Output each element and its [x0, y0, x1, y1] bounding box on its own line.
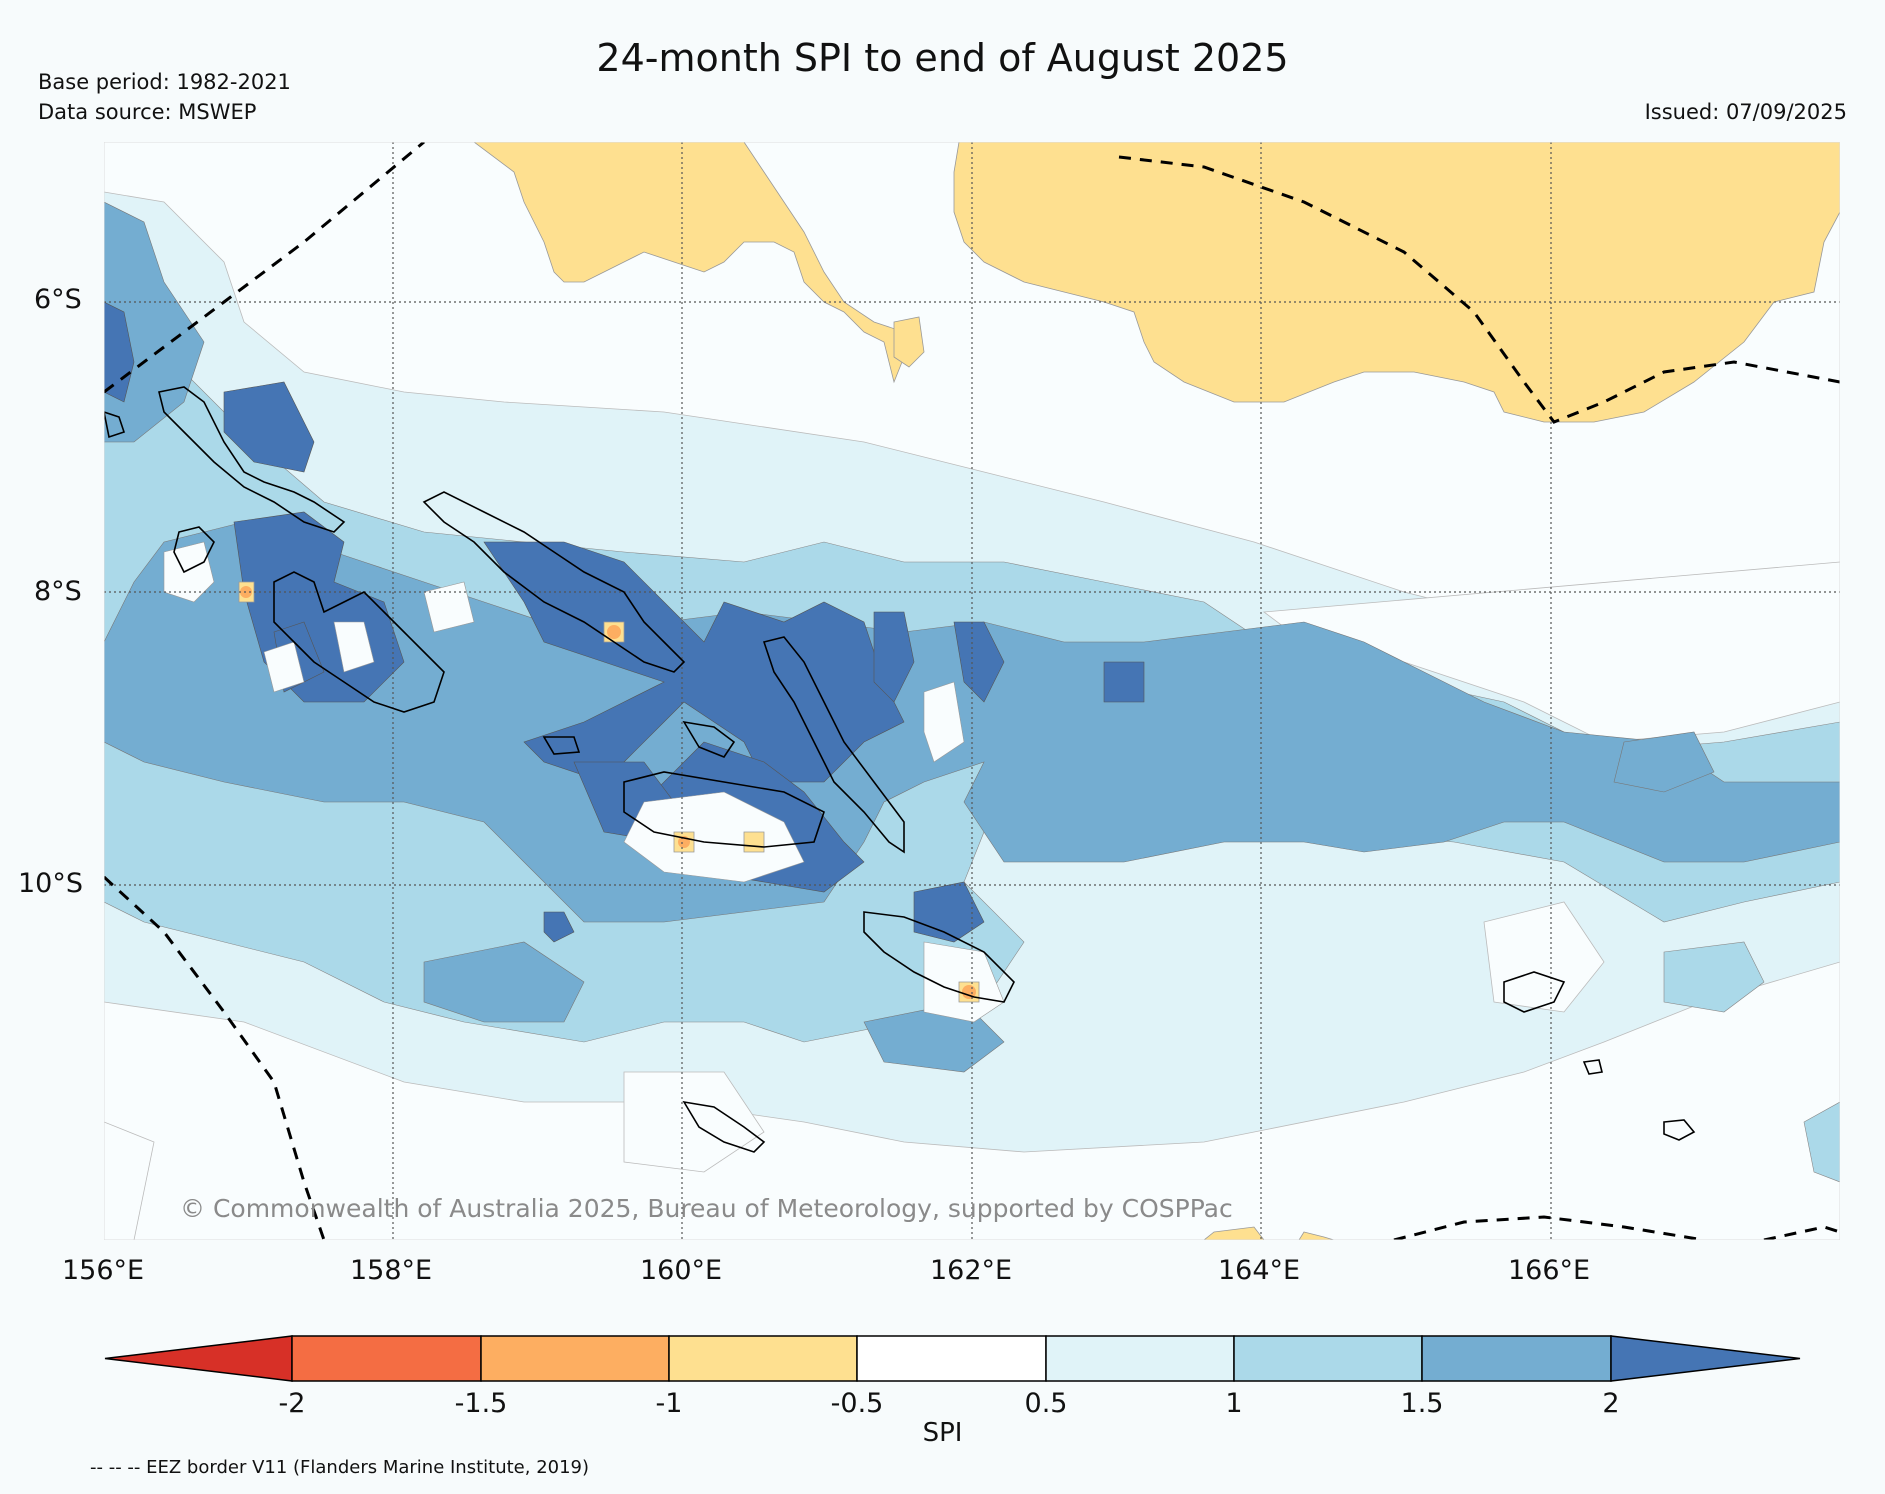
colorbar-segment-7	[1421, 1335, 1612, 1382]
colorbar-extend-dry	[104, 1335, 293, 1382]
lon-label-158e: 158°E	[350, 1255, 433, 1286]
colorbar-tick-5: 0.5	[1024, 1388, 1068, 1419]
coastline-shortland	[104, 411, 126, 439]
colorbar-segment-6	[1233, 1335, 1423, 1382]
colorbar-tick-3: -1	[655, 1388, 683, 1419]
spi-colorbar	[104, 1335, 1801, 1382]
eez-borders	[104, 142, 1840, 1240]
eez-legend-note: -- -- -- EEZ border V11 (Flanders Marine…	[90, 1457, 590, 1478]
coastline-choiseul	[158, 386, 346, 533]
colorbar-segment-5	[1045, 1335, 1235, 1382]
base-period-text: Base period: 1982-2021	[38, 70, 291, 94]
lat-label-6s: 6°S	[34, 284, 82, 315]
colorbar-label: SPI	[922, 1418, 963, 1448]
colorbar-tick-1: -2	[278, 1388, 306, 1419]
coastline-russell	[542, 736, 581, 755]
graticule	[104, 142, 1840, 1240]
coastline-utupua	[1582, 1059, 1603, 1075]
coastline-guadalcanal	[623, 771, 825, 848]
lon-label-166e: 166°E	[1508, 1255, 1591, 1286]
map-title: 24-month SPI to end of August 2025	[596, 36, 1289, 80]
lat-label-10s: 10°S	[18, 868, 83, 899]
coastline-makira	[863, 911, 1015, 1003]
island-coastlines	[104, 386, 1696, 1153]
coastline-santa-cruz	[1503, 971, 1566, 1013]
colorbar-segment-3	[668, 1335, 858, 1382]
colorbar-tick-4: -0.5	[830, 1388, 884, 1419]
data-source-text: Data source: MSWEP	[38, 100, 257, 124]
coastline-santa-isabel	[422, 491, 686, 673]
colorbar-segment-2	[480, 1335, 670, 1382]
colorbar-tick-8: 2	[1602, 1388, 1620, 1419]
coastline-rennell	[682, 1100, 766, 1153]
colorbar-tick-7: 1.5	[1400, 1388, 1444, 1419]
lon-label-162e: 162°E	[930, 1255, 1013, 1286]
lon-label-160e: 160°E	[640, 1255, 723, 1286]
lon-label-156e: 156°E	[62, 1255, 145, 1286]
coastline-malaita	[762, 636, 905, 854]
lon-label-164e: 164°E	[1218, 1255, 1301, 1286]
coastline-vanikoro	[1663, 1119, 1696, 1141]
colorbar-extend-wet	[1610, 1335, 1801, 1382]
coastline-new-georgia	[273, 571, 445, 713]
coastline-nggela	[682, 720, 736, 758]
colorbar-segment-4	[856, 1335, 1047, 1382]
copyright-notice: © Commonwealth of Australia 2025, Bureau…	[180, 1194, 1233, 1223]
lat-label-8s: 8°S	[34, 576, 82, 607]
colorbar-segment-1	[291, 1335, 482, 1382]
coastline-vella-lavella	[173, 526, 215, 574]
colorbar-tick-2: -1.5	[454, 1388, 508, 1419]
spi-map	[104, 142, 1840, 1240]
issued-date-text: Issued: 07/09/2025	[1644, 100, 1847, 124]
colorbar-tick-6: 1	[1225, 1388, 1243, 1419]
